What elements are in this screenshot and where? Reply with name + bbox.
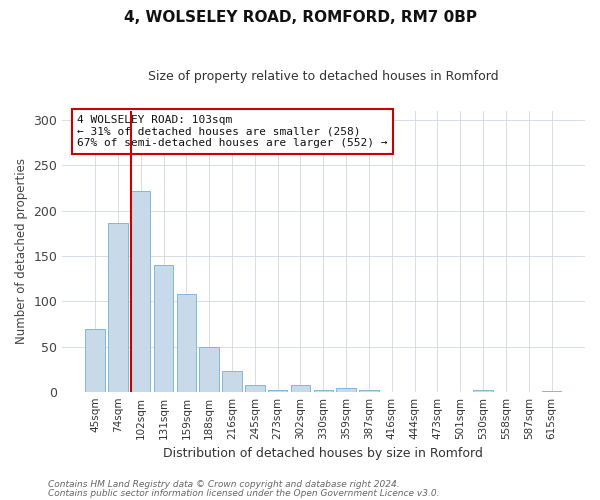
Bar — [131, 190, 151, 392]
Text: 4, WOLSELEY ROAD, ROMFORD, RM7 0BP: 4, WOLSELEY ROAD, ROMFORD, RM7 0BP — [124, 10, 476, 25]
Bar — [108, 224, 128, 392]
Text: 4 WOLSELEY ROAD: 103sqm
← 31% of detached houses are smaller (258)
67% of semi-d: 4 WOLSELEY ROAD: 103sqm ← 31% of detache… — [77, 115, 388, 148]
X-axis label: Distribution of detached houses by size in Romford: Distribution of detached houses by size … — [163, 447, 483, 460]
Bar — [359, 390, 379, 392]
Bar — [154, 265, 173, 392]
Bar — [314, 390, 333, 392]
Bar — [291, 385, 310, 392]
Bar — [223, 370, 242, 392]
Bar — [473, 390, 493, 392]
Bar — [337, 388, 356, 392]
Bar — [85, 328, 105, 392]
Bar — [199, 347, 219, 393]
Y-axis label: Number of detached properties: Number of detached properties — [15, 158, 28, 344]
Bar — [245, 385, 265, 392]
Bar — [268, 390, 287, 392]
Bar — [176, 294, 196, 392]
Bar — [542, 390, 561, 392]
Title: Size of property relative to detached houses in Romford: Size of property relative to detached ho… — [148, 70, 499, 83]
Text: Contains HM Land Registry data © Crown copyright and database right 2024.: Contains HM Land Registry data © Crown c… — [48, 480, 400, 489]
Text: Contains public sector information licensed under the Open Government Licence v3: Contains public sector information licen… — [48, 488, 439, 498]
